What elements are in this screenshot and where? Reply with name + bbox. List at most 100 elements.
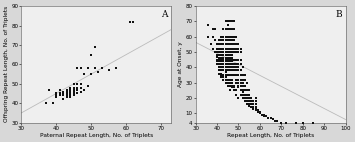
Point (231, 69, 237, 72)
Point (234, 59, 239, 61)
Point (238, 82, 244, 84)
Point (229, 63, 235, 65)
Point (234, 89, 239, 92)
Point (242, 79, 248, 81)
Point (75, 83, 80, 85)
Point (253, 103, 258, 105)
Point (64, 94, 70, 97)
Point (227, 43, 233, 46)
Point (221, 59, 226, 61)
Point (71, 86, 77, 89)
Point (212, 39, 218, 41)
Point (223, 76, 229, 78)
Point (71, 92, 77, 95)
Point (225, 66, 231, 69)
Point (236, 59, 241, 61)
Point (227, 82, 233, 84)
Point (231, 20, 237, 23)
Y-axis label: Offspring Repeat Length, No. of Triplets: Offspring Repeat Length, No. of Triplets (4, 6, 9, 123)
Point (225, 69, 231, 72)
Point (330, 125, 335, 127)
Point (311, 121, 316, 124)
Point (229, 82, 235, 84)
Point (78, 83, 83, 85)
Point (88, 54, 94, 56)
Point (50, 102, 56, 104)
Point (214, 51, 220, 53)
Point (60, 92, 66, 95)
Point (227, 82, 233, 84)
Point (234, 66, 239, 69)
Point (294, 121, 299, 124)
Point (231, 36, 237, 38)
Point (251, 106, 256, 108)
Point (253, 108, 258, 110)
Point (231, 74, 237, 76)
Point (244, 82, 250, 84)
Point (225, 60, 231, 62)
Point (225, 79, 231, 81)
Point (231, 28, 237, 30)
Point (85, 85, 91, 87)
Point (218, 63, 224, 65)
Point (223, 20, 229, 23)
Point (236, 85, 241, 87)
Point (227, 54, 233, 56)
Point (227, 59, 233, 61)
Point (214, 63, 220, 65)
Point (214, 43, 220, 46)
Point (216, 63, 222, 65)
Point (218, 72, 224, 75)
Point (231, 51, 237, 53)
Point (221, 28, 226, 30)
Point (223, 36, 229, 38)
Point (218, 51, 224, 53)
Point (208, 43, 213, 46)
Point (227, 28, 233, 30)
Point (223, 82, 229, 84)
Point (231, 66, 237, 69)
Point (218, 43, 224, 46)
Point (60, 90, 66, 93)
Point (238, 48, 244, 50)
Point (106, 69, 111, 71)
Point (236, 79, 241, 81)
Point (229, 85, 235, 87)
Point (231, 43, 237, 46)
Point (242, 74, 248, 76)
Point (221, 43, 226, 46)
Point (229, 36, 235, 38)
Point (283, 121, 289, 124)
Point (225, 36, 231, 38)
Point (300, 121, 306, 124)
Point (210, 36, 215, 38)
X-axis label: Repeat Length, No. of Triplets: Repeat Length, No. of Triplets (227, 133, 314, 138)
Point (216, 39, 222, 41)
Point (229, 66, 235, 69)
Point (234, 82, 239, 84)
Point (242, 85, 248, 87)
Point (244, 97, 250, 99)
Point (236, 63, 241, 65)
Point (246, 97, 252, 99)
Text: B: B (335, 10, 342, 19)
Point (223, 59, 229, 61)
Point (253, 109, 258, 111)
Point (238, 94, 244, 96)
Point (248, 100, 254, 102)
Point (231, 63, 237, 65)
Point (246, 100, 252, 102)
Point (64, 88, 70, 91)
Point (238, 89, 244, 92)
Point (54, 92, 59, 95)
Point (64, 92, 70, 95)
Point (221, 51, 226, 53)
Point (216, 54, 222, 56)
Point (92, 67, 98, 69)
Point (214, 59, 220, 61)
Point (223, 69, 229, 72)
Point (223, 79, 229, 81)
Point (278, 121, 284, 124)
Point (238, 51, 244, 53)
Point (221, 48, 226, 50)
